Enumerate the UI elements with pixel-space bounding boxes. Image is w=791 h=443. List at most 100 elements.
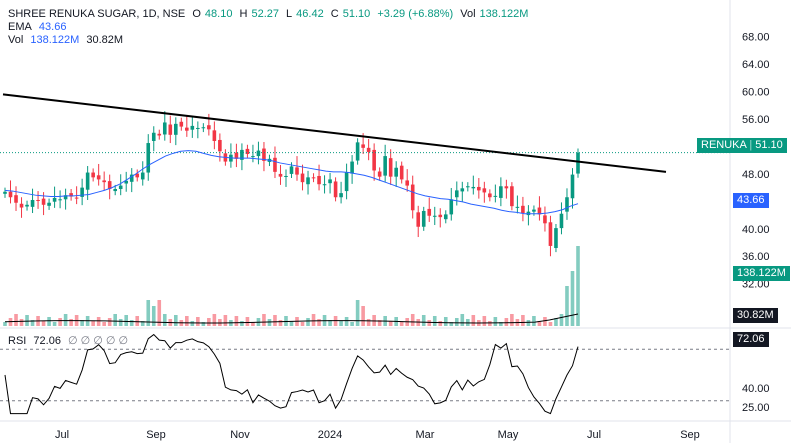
high-key: H bbox=[239, 8, 248, 20]
candle-body bbox=[58, 199, 62, 201]
candle-body bbox=[124, 180, 129, 184]
volume-bar bbox=[262, 314, 266, 326]
volume-bar bbox=[344, 317, 349, 326]
candle-body bbox=[85, 172, 90, 190]
candle-body bbox=[96, 175, 101, 180]
rsi-axis-label: 40.00 bbox=[742, 383, 770, 395]
ema-legend: EMA 43.66 bbox=[8, 21, 70, 34]
candle-body bbox=[251, 156, 255, 158]
candle-body bbox=[372, 149, 376, 171]
volume-tag-value: 138.122M bbox=[737, 267, 786, 279]
candle-body bbox=[499, 186, 503, 198]
volume-bar bbox=[129, 320, 134, 326]
volume-bar bbox=[107, 318, 112, 326]
volume-bar bbox=[251, 322, 255, 326]
ema-value: 43.66 bbox=[38, 21, 67, 33]
volume-price-tag: 138.122M bbox=[733, 266, 790, 281]
volume-bar bbox=[201, 322, 206, 326]
candle-body bbox=[405, 180, 410, 186]
volume-bar bbox=[284, 316, 288, 326]
time-axis-label: Jul bbox=[587, 429, 601, 441]
volume-bar bbox=[19, 319, 24, 326]
candle-body bbox=[240, 149, 244, 160]
candle-body bbox=[383, 156, 387, 176]
volume-bar bbox=[223, 315, 228, 326]
volume-bar bbox=[554, 318, 558, 326]
volume-bar bbox=[399, 322, 404, 326]
volume-ma-line bbox=[4, 313, 579, 324]
candle-body bbox=[466, 186, 470, 188]
volume-value: 138.122M bbox=[479, 8, 529, 20]
volume-bar bbox=[102, 322, 106, 326]
volume-legend: Vol 138.122M 30.82M bbox=[8, 34, 127, 47]
symbol-tag-price: 51.10 bbox=[755, 139, 783, 151]
candle-body bbox=[234, 152, 239, 159]
candle-body bbox=[30, 199, 35, 207]
candle-body bbox=[151, 132, 156, 141]
volume-bar bbox=[443, 317, 448, 326]
candle-body bbox=[273, 157, 277, 172]
volume-bar bbox=[124, 315, 129, 326]
candle-body bbox=[25, 204, 29, 207]
volume-bar bbox=[245, 317, 250, 326]
volume-bar bbox=[543, 317, 547, 326]
candle-body bbox=[129, 174, 134, 182]
trendline[interactable] bbox=[2, 93, 667, 173]
volume-bar bbox=[355, 300, 360, 326]
volume-bar bbox=[91, 321, 95, 326]
volume-bar bbox=[488, 321, 492, 326]
volume-bar bbox=[151, 306, 156, 326]
volume-bar bbox=[427, 320, 432, 326]
candle-body bbox=[537, 207, 542, 215]
volume-bar bbox=[532, 316, 536, 326]
candle-body bbox=[311, 177, 316, 179]
candle-body bbox=[295, 167, 299, 175]
volume-bar bbox=[421, 315, 426, 326]
candle-body bbox=[543, 215, 547, 224]
volume-bar bbox=[41, 321, 46, 326]
volume-bar bbox=[410, 314, 415, 326]
symbol-tag-name: RENUKA bbox=[701, 139, 747, 151]
symbol-price-tag[interactable]: RENUKA | 51.10 bbox=[697, 138, 787, 153]
candle-body bbox=[410, 184, 415, 211]
open-value: 48.10 bbox=[204, 8, 233, 20]
candle-body bbox=[146, 143, 151, 173]
low-key: L bbox=[286, 8, 293, 20]
candle-body bbox=[14, 195, 18, 203]
candle-body bbox=[394, 167, 398, 177]
time-axis-label: Sep bbox=[680, 429, 700, 441]
candle-body bbox=[190, 125, 195, 130]
candle-body bbox=[36, 199, 40, 201]
volume-bar bbox=[47, 317, 51, 326]
candle-body bbox=[377, 171, 382, 177]
candle-body bbox=[504, 186, 509, 189]
volume-bar bbox=[493, 317, 498, 326]
volume-bar bbox=[482, 316, 487, 326]
volume-bar bbox=[438, 321, 443, 326]
candle-body bbox=[493, 195, 498, 197]
volume-bar bbox=[499, 322, 503, 326]
candle-body bbox=[135, 173, 140, 178]
price-axis-label: 56.00 bbox=[742, 114, 770, 126]
candle-body bbox=[361, 144, 365, 148]
volume-bar bbox=[25, 315, 29, 326]
price-axis-label: 68.00 bbox=[742, 32, 770, 44]
candle-body bbox=[570, 174, 575, 199]
volume-bar bbox=[504, 318, 509, 326]
candle-body bbox=[218, 139, 222, 152]
volume-bar bbox=[162, 314, 167, 326]
volume-bar bbox=[377, 320, 382, 326]
price-axis-label: 48.00 bbox=[742, 169, 770, 181]
candle-body bbox=[449, 199, 454, 215]
volume-bar bbox=[317, 319, 321, 326]
candle-body bbox=[47, 202, 51, 206]
price-axis-label: 60.00 bbox=[742, 87, 770, 99]
volume-bar bbox=[196, 317, 200, 326]
candle-body bbox=[3, 191, 7, 194]
volume-label: Vol bbox=[8, 34, 24, 46]
candle-body bbox=[118, 185, 123, 190]
volume-bar bbox=[388, 321, 393, 326]
candle-body bbox=[339, 193, 343, 198]
volume-bar bbox=[306, 318, 310, 326]
